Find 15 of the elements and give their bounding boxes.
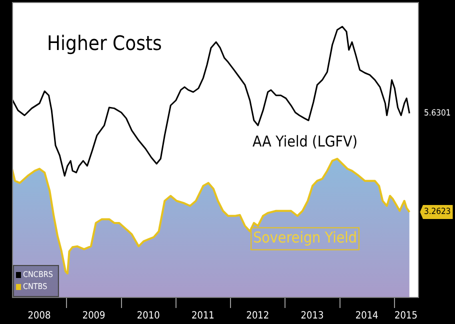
x-tick-label: 2008 (28, 310, 51, 322)
annotation: AA Yield (LGFV) (252, 132, 358, 150)
data-label: 3.2623 (424, 207, 451, 218)
annotation: Sovereign Yield (253, 228, 357, 247)
legend-label: CNTBS (23, 282, 48, 292)
x-tick-label: 2014 (355, 310, 379, 322)
x-tick-label: 2009 (82, 310, 106, 322)
annotation: Higher Costs (47, 31, 162, 56)
legend-label: CNCBRS (23, 270, 54, 280)
x-tick-label: 2011 (191, 310, 214, 322)
x-tick-label: 2013 (300, 310, 324, 322)
x-tick-label: 2015 (394, 310, 418, 322)
data-label: 5.6301 (424, 108, 451, 119)
x-tick-label: 2012 (246, 310, 270, 322)
x-tick-label: 2010 (136, 310, 160, 322)
